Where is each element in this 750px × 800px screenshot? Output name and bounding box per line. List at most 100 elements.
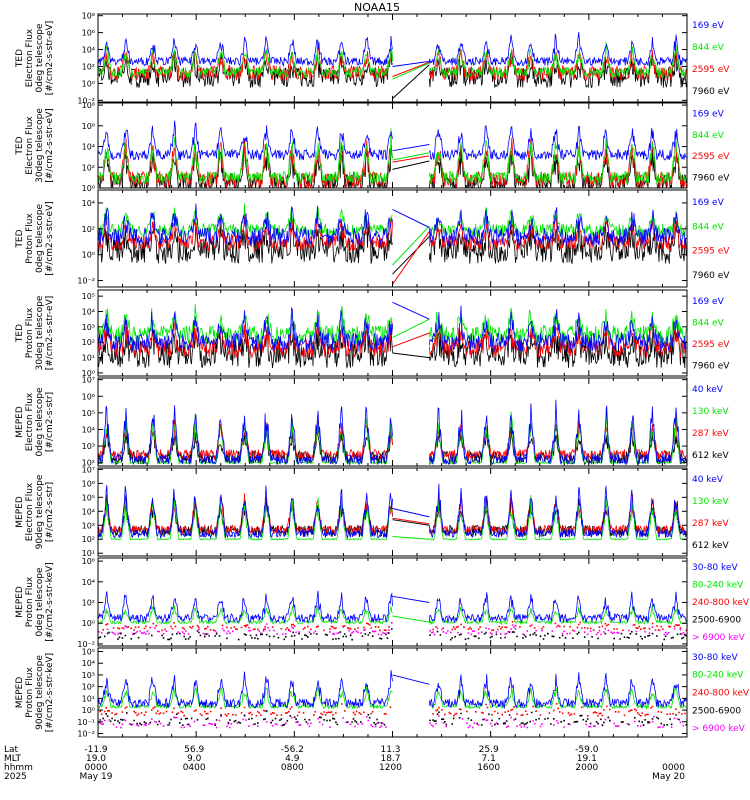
- ylabel-line: [#/cm2-s-str]: [45, 482, 55, 542]
- ytick-label: 10⁶: [82, 29, 95, 38]
- series-7960-ev-seg1: [428, 322, 687, 369]
- series-169-ev-seg0: [98, 120, 393, 161]
- legend-entry: > 6900 keV: [692, 633, 746, 643]
- panel-8-ylabel: MEPED Proton Flux 90deg telescope [#/cm2-s-…: [15, 653, 55, 732]
- footer-value: 0800: [281, 763, 304, 773]
- ylabel-line: [#/cm2-s-str-eV]: [45, 21, 55, 96]
- series-7960-ev-seg0: [98, 52, 393, 88]
- footer-value: -59.0: [575, 745, 599, 755]
- series-40-kev-seg1: [428, 483, 687, 539]
- footer-value: 25.9: [479, 745, 499, 755]
- ytick-label: 10⁻²: [77, 640, 95, 649]
- series-844-ev-seg1: [428, 41, 687, 79]
- footer-value: 0000: [85, 763, 108, 773]
- legend-entry: 80-240 keV: [692, 580, 744, 590]
- series--6900-kev-seg1: [429, 624, 686, 636]
- footer-value: -56.2: [281, 745, 304, 755]
- ytick-label: 10³: [82, 671, 95, 680]
- ylabel-line: Electron Flux: [25, 28, 35, 87]
- ylabel-line: 90deg telescope: [35, 474, 45, 549]
- legend-entry: 287 keV: [692, 429, 729, 439]
- ylabel-line: MEPED: [15, 677, 25, 709]
- footer-row-label: hhmm: [4, 763, 33, 773]
- panel-1-ylabel: TED Electron Flux 0deg telescope [#/cm2-s-s…: [15, 21, 55, 96]
- panel-3-ylabel: TED Proton Flux 0deg telescope [#/cm2-s-str…: [15, 201, 55, 276]
- ylabel-line: Electron Flux: [25, 392, 35, 451]
- ytick-label: 10⁴: [82, 199, 95, 208]
- ytick-label: 10¹: [82, 694, 95, 703]
- ylabel-line: Proton Flux: [25, 213, 35, 264]
- legend-entry: 7960 eV: [692, 271, 730, 281]
- ytick-label: 10⁵: [82, 292, 95, 301]
- series-844-ev-seg0: [98, 45, 393, 79]
- ylabel-line: [#/cm2-s-str-eV]: [45, 201, 55, 276]
- series-240-800-kev-seg1: [432, 703, 687, 717]
- panel-5: 10² 10³ 10⁴ 10⁵ 10⁶ 10⁷ MEPED Electron Flux 0deg…: [15, 376, 729, 468]
- series-80-240-kev-seg0: [98, 605, 393, 626]
- ylabel-line: MEPED: [15, 406, 25, 438]
- footer-value: 56.9: [184, 745, 204, 755]
- series-2500-6900-seg0: [98, 628, 393, 641]
- footer-value: 11.3: [380, 745, 400, 755]
- gap-line-7960-ev: [392, 352, 430, 359]
- legend-entry: 612 keV: [692, 451, 729, 461]
- ytick-label: 10⁶: [82, 392, 95, 401]
- footer-value: 4.9: [285, 754, 300, 764]
- ylabel-line: TED: [15, 324, 25, 343]
- ytick-label: 10⁶: [82, 557, 95, 566]
- legend-entry: 612 keV: [692, 541, 729, 551]
- legend-entry: 169 eV: [692, 297, 725, 307]
- ytick-label: 10⁰: [82, 619, 95, 628]
- gap-line-844-ev: [392, 225, 430, 266]
- gap-line-30-80-kev: [392, 674, 430, 685]
- legend-entry: 287 keV: [692, 519, 729, 529]
- ylabel-line: MEPED: [15, 586, 25, 618]
- ylabel-line: Proton Flux: [25, 307, 35, 358]
- panel-1: 10⁻² 10⁰ 10² 10⁴ 10⁶ 10⁸ TED Electron Flux 0deg …: [15, 12, 730, 106]
- ylabel-line: 0deg telescope: [35, 23, 45, 93]
- ytick-label: 10⁸: [82, 101, 95, 110]
- ytick-label: 10⁰: [82, 251, 95, 260]
- series-40-kev-seg0: [98, 485, 393, 540]
- legend-entry: 2595 eV: [692, 340, 730, 350]
- series-30-80-kev-seg0: [98, 590, 393, 624]
- ytick-label: 10⁰: [82, 369, 95, 378]
- gap-line-844-ev: [392, 318, 430, 339]
- footer-value: -11.9: [84, 745, 108, 755]
- series-240-800-kev-seg1: [432, 621, 687, 632]
- ytick-label: 10⁴: [82, 308, 95, 317]
- ytick-label: 10⁶: [82, 479, 95, 488]
- legend-entry: 130 keV: [692, 497, 729, 507]
- ylabel-line: Proton Flux: [25, 576, 35, 627]
- series-844-ev-seg0: [98, 203, 393, 238]
- legend-entry: 130 keV: [692, 407, 729, 417]
- ylabel-line: TED: [15, 229, 25, 248]
- legend-entry: 7960 eV: [692, 361, 730, 371]
- ytick-label: 10²: [82, 62, 95, 71]
- legend-entry: 2500-6900: [692, 706, 741, 716]
- ylabel-line: 90deg telescope: [35, 655, 45, 730]
- ylabel-line: [#/cm2-s-str-eV]: [45, 296, 55, 371]
- ylabel-line: MEPED: [15, 496, 25, 528]
- series-130-kev-seg1: [429, 407, 687, 465]
- footer-value: 1600: [477, 763, 500, 773]
- footer-row-label: MLT: [4, 754, 22, 764]
- ylabel-line: Electron Flux: [25, 116, 35, 175]
- panel-4-ylabel: TED Proton Flux 30deg telescope [#/cm2-s-st…: [15, 295, 55, 370]
- gap-line-169-ev: [392, 301, 430, 320]
- ylabel-line: Proton Flux: [25, 667, 35, 718]
- footer-value: 2000: [575, 763, 598, 773]
- ytick-label: 10⁶: [82, 122, 95, 131]
- ylabel-line: 30deg telescope: [35, 295, 45, 370]
- legend-entry: 2595 eV: [692, 152, 730, 162]
- legend-entry: 2595 eV: [692, 247, 730, 257]
- panel-6-data: [98, 483, 687, 541]
- series--6900-kev-seg0: [98, 622, 393, 636]
- series-240-800-kev-seg0: [102, 622, 390, 632]
- footer-value: 18.7: [380, 754, 400, 764]
- legend-entry: 240-800 keV: [692, 689, 750, 699]
- series-80-240-kev-seg1: [428, 605, 687, 626]
- series-2595-ev-seg1: [428, 321, 687, 358]
